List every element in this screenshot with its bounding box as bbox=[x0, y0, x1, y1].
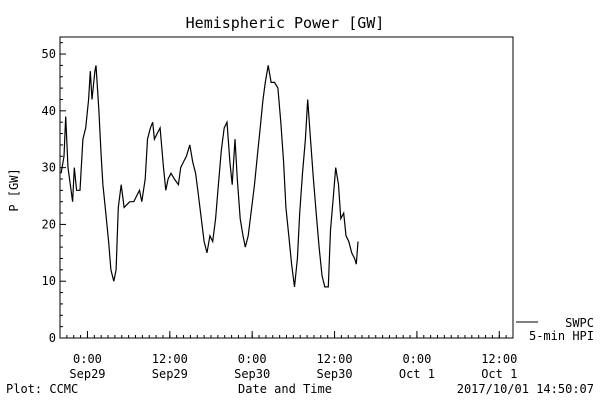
x-axis: 0:00Sep2912:00Sep290:00Sep3012:00Sep300:… bbox=[59, 331, 517, 381]
series-line-0 bbox=[60, 65, 359, 288]
series-layer bbox=[60, 65, 359, 288]
y-tick-label: 50 bbox=[42, 47, 56, 61]
x-tick-date-label: Sep30 bbox=[234, 367, 270, 381]
plot-timestamp: 2017/10/01 14:50:07 bbox=[457, 382, 594, 396]
x-tick-time-label: 12:00 bbox=[152, 352, 188, 366]
y-axis: 0 10 20 30 40 50 bbox=[42, 42, 66, 345]
legend-entry: SWPC bbox=[565, 316, 594, 330]
plot-credit: Plot: CCMC bbox=[6, 382, 78, 396]
x-tick-time-label: 0:00 bbox=[402, 352, 431, 366]
x-axis-label: Date and Time bbox=[238, 382, 332, 396]
chart-title: Hemispheric Power [GW] bbox=[186, 14, 385, 32]
y-tick-label: 10 bbox=[42, 274, 56, 288]
plot-frame bbox=[59, 36, 514, 339]
x-tick-time-label: 0:00 bbox=[238, 352, 267, 366]
x-tick-time-label: 0:00 bbox=[73, 352, 102, 366]
x-tick-date-label: Sep29 bbox=[69, 367, 105, 381]
plot-area bbox=[59, 36, 514, 339]
x-tick-time-label: 12:00 bbox=[316, 352, 352, 366]
y-tick-label: 30 bbox=[42, 161, 56, 175]
legend-entry: 5-min HPI bbox=[529, 329, 594, 343]
x-tick-date-label: Oct 1 bbox=[481, 367, 517, 381]
y-tick-label: 20 bbox=[42, 217, 56, 231]
y-tick-label: 0 bbox=[49, 331, 56, 345]
x-tick-date-label: Sep29 bbox=[152, 367, 188, 381]
x-tick-date-label: Sep30 bbox=[316, 367, 352, 381]
x-tick-date-label: Oct 1 bbox=[399, 367, 435, 381]
y-axis-label: P [GW] bbox=[7, 168, 21, 211]
y-tick-label: 40 bbox=[42, 104, 56, 118]
x-tick-time-label: 12:00 bbox=[481, 352, 517, 366]
